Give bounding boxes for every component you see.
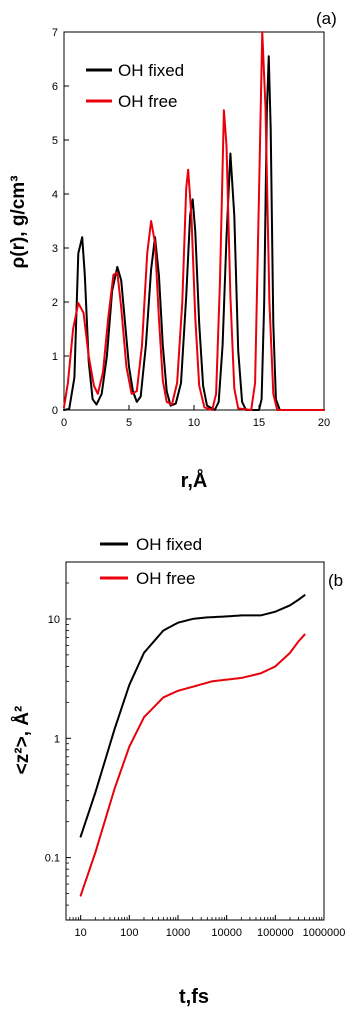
msd-legend: OH fixed OH free [100, 535, 202, 588]
msd-x-tick-label: 1000000 [303, 927, 346, 939]
rdf-legend-label-oh-free: OH free [118, 92, 178, 111]
rdf-x-axis-title: r,Å [181, 468, 208, 492]
msd-plot-frame [65, 561, 325, 921]
rdf-series-line-oh-fixed [63, 55, 325, 411]
rdf-panel-label: (a) [316, 9, 337, 28]
msd-panel: 10 100 1000 10000 100000 1000000 0.1 1 10 OH fix… [12, 535, 345, 1008]
rdf-panel: 0 5 10 15 20 0 1 2 3 4 5 6 7 OH fixed OH free (a) r,… [8, 9, 337, 492]
msd-x-tick-label: 100000 [257, 927, 294, 939]
msd-x-tick-label: 1000 [166, 927, 190, 939]
msd-series-line-oh-free [79, 633, 306, 897]
msd-panel-label: (b [328, 571, 343, 590]
rdf-y-tick-label: 3 [52, 243, 58, 255]
rdf-y-tick-label: 1 [52, 351, 58, 363]
rdf-y-tick-label: 2 [52, 297, 58, 309]
rdf-series-line-oh-free [63, 31, 325, 411]
msd-y-tick-label: 10 [48, 614, 60, 626]
rdf-y-tick-label: 5 [52, 135, 58, 147]
msd-legend-label-oh-fixed: OH fixed [136, 535, 202, 554]
msd-y-tick-label: 0.1 [45, 853, 60, 865]
msd-x-tick-label: 10000 [211, 927, 242, 939]
msd-series-line-oh-fixed [79, 594, 306, 838]
rdf-y-tick-label: 4 [52, 189, 58, 201]
msd-x-tick-label: 10 [75, 927, 87, 939]
rdf-y-tick-label: 6 [52, 81, 58, 93]
msd-y-axis-title: <z²>, Å² [12, 706, 33, 775]
msd-legend-label-oh-free: OH free [136, 569, 196, 588]
rdf-x-tick-label: 0 [61, 417, 67, 429]
rdf-legend-label-oh-fixed: OH fixed [118, 61, 184, 80]
msd-series-group [79, 594, 306, 897]
rdf-series-group [63, 31, 325, 411]
rdf-x-tick-label: 5 [126, 417, 132, 429]
rdf-x-tick-label: 15 [253, 417, 265, 429]
rdf-x-tick-label: 10 [188, 417, 200, 429]
rdf-x-tick-label: 20 [318, 417, 330, 429]
msd-y-tick-label: 1 [54, 733, 60, 745]
rdf-legend: OH fixed OH free [86, 61, 184, 111]
msd-x-tick-label: 100 [120, 927, 138, 939]
msd-ticks: 10 100 1000 10000 100000 1000000 0.1 1 10 [45, 561, 346, 939]
msd-x-axis-title: t,fs [179, 986, 209, 1008]
rdf-y-axis-title: ρ(r), g/cm³ [8, 175, 29, 268]
rdf-y-tick-label: 7 [52, 27, 58, 39]
rdf-y-tick-label: 0 [52, 405, 58, 417]
